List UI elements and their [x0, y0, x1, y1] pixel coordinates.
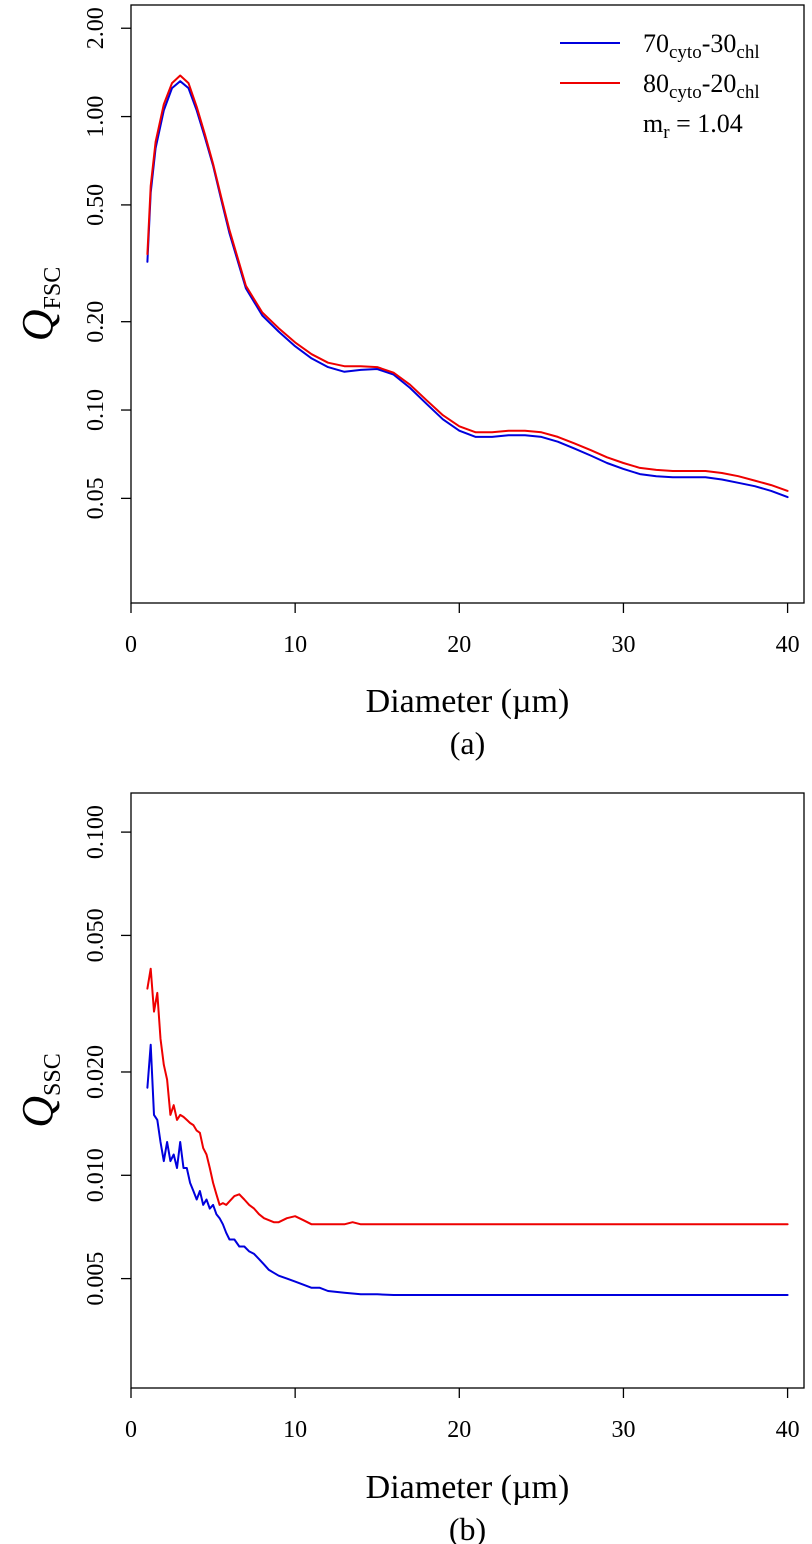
series-line-1 — [146, 74, 789, 492]
panel-a: 0 10 20 30 40 0.05 0.10 0.20 0.50 1.00 2.00 Diamete… — [13, 4, 805, 761]
y-tick-label: 0.005 — [83, 1252, 109, 1306]
x-tick-label: 30 — [611, 1417, 635, 1443]
x-axis-title: Diameter (µm) — [366, 1469, 570, 1506]
y-axis-title: QFSC — [13, 267, 66, 341]
legend-note: mr = 1.04 — [643, 109, 743, 143]
x-tick-label: 10 — [283, 1417, 307, 1443]
y-tick-label: 0.020 — [83, 1045, 109, 1099]
x-tick-label: 10 — [283, 632, 307, 658]
panel-label: (b) — [449, 1511, 486, 1544]
panel-b: 0 10 20 30 40 0.005 0.010 0.020 0.050 0.100 Diamet… — [13, 792, 805, 1544]
y-tick-label: 0.100 — [83, 805, 109, 859]
x-tick-label: 0 — [125, 632, 137, 658]
legend-label-1: 80cyto-20chl — [643, 69, 760, 103]
y-tick-label: 0.20 — [83, 301, 109, 343]
plot-frame — [130, 4, 805, 604]
series-line-0 — [146, 1043, 789, 1296]
x-tick-label: 0 — [125, 1417, 137, 1443]
x-tick-label: 20 — [447, 632, 471, 658]
y-tick-label: 0.05 — [83, 477, 109, 519]
panel-label: (a) — [450, 725, 486, 761]
series-line-0 — [146, 80, 789, 499]
y-tick-label: 0.010 — [83, 1148, 109, 1202]
x-tick-label: 40 — [776, 1417, 800, 1443]
y-tick-label: 0.50 — [83, 184, 109, 226]
legend-label-0: 70cyto-30chl — [643, 29, 760, 63]
y-tick-label: 1.00 — [83, 96, 109, 138]
y-tick-label: 0.10 — [83, 389, 109, 431]
series-line-1 — [146, 967, 789, 1226]
y-axis-title: QSSC — [13, 1053, 66, 1127]
y-tick-label: 2.00 — [83, 7, 109, 49]
y-tick-label: 0.050 — [83, 908, 109, 962]
x-axis-title: Diameter (µm) — [366, 683, 570, 720]
plot-frame — [130, 792, 805, 1389]
x-tick-label: 40 — [776, 632, 800, 658]
x-tick-label: 20 — [447, 1417, 471, 1443]
x-tick-label: 30 — [611, 632, 635, 658]
